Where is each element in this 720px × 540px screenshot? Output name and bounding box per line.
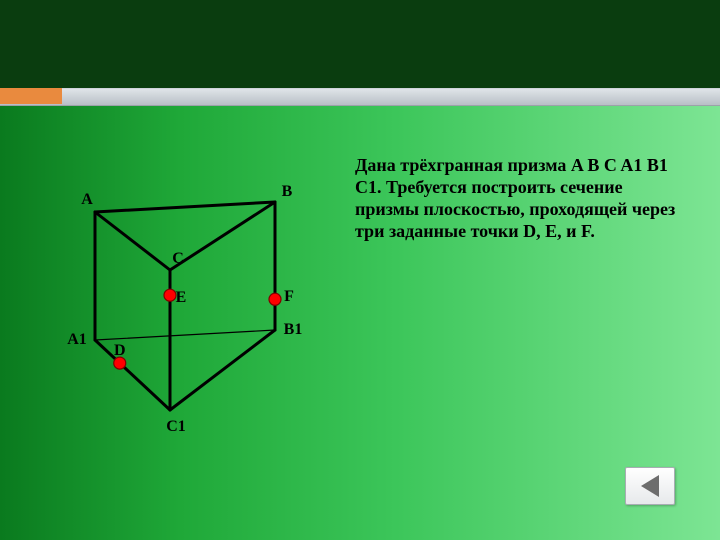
triangle-left-icon [641, 475, 659, 497]
point-label-D: D [114, 342, 126, 360]
vertex-label-A1: A1 [67, 331, 87, 349]
prev-button[interactable] [625, 467, 675, 505]
problem-text: Дана трёхгранная призма A B C A1 B1 C1. … [355, 155, 690, 243]
point-label-F: F [284, 288, 294, 306]
vertex-label-A: A [81, 191, 93, 209]
vertex-label-B: B [282, 183, 293, 201]
vertex-label-C1: C1 [166, 418, 186, 436]
prism-svg [60, 180, 320, 440]
vertex-label-B1: B1 [284, 321, 303, 339]
vertex-label-C: C [172, 250, 184, 268]
accent-tab [0, 88, 62, 104]
header-band [0, 0, 720, 88]
divider-bar [0, 88, 720, 106]
point-label-E: E [176, 289, 187, 307]
slide: Дана трёхгранная призма A B C A1 B1 C1. … [0, 0, 720, 540]
prism-diagram: A B C A1 B1 C1 D E F [60, 180, 320, 440]
